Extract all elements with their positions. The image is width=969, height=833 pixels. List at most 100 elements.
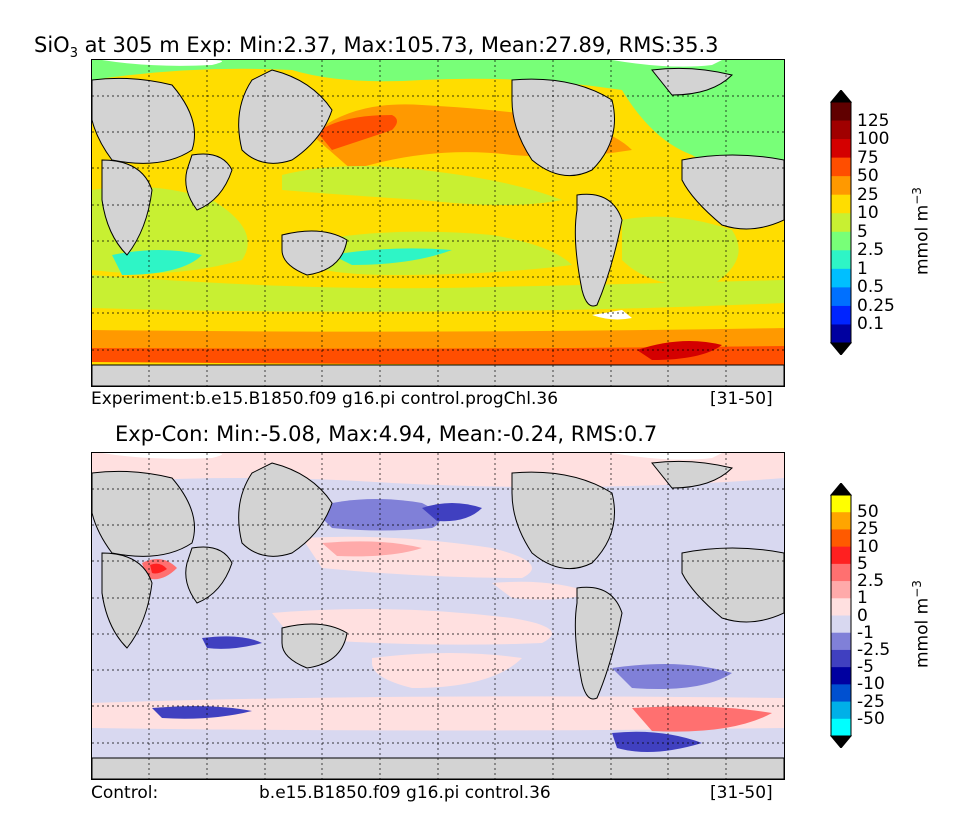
colorbar-tick-label: 0 (857, 605, 868, 626)
colorbar-segment (831, 139, 851, 159)
colorbar-bottom-extend (829, 735, 853, 748)
colorbar-tick-label: 100 (857, 129, 890, 150)
colorbar-segment (831, 213, 851, 233)
top-colorbar-segments (829, 90, 853, 355)
top-title-subscript: 3 (69, 46, 78, 62)
colorbar-segment (831, 563, 851, 582)
top-colorbar-label: mmol m−3 (910, 187, 933, 275)
colorbar-segment (831, 649, 851, 668)
npac-pink-dark (322, 541, 422, 557)
top-title: SiO3 at 305 m Exp: Min:2.37, Max:105.73,… (34, 33, 719, 61)
top-caption-left: Experiment:b.e15.B1850.f09 g16.pi contro… (91, 389, 559, 409)
south-red-patch (632, 706, 772, 732)
npac-gyre (282, 166, 562, 205)
spac-teal (332, 248, 452, 265)
colorbar-tick-label: 0.5 (857, 277, 885, 298)
colorbar-tick-label: -10 (857, 674, 885, 695)
colorbar-segment (831, 529, 851, 548)
greenland (651, 67, 733, 96)
south-blue-patch (152, 706, 252, 719)
colorbar-segment (831, 268, 851, 288)
bottom-title: Exp-Con: Min:-5.08, Max:4.94, Mean:-0.24… (115, 422, 658, 446)
colorbar-tick-label: -25 (857, 691, 885, 712)
colorbar-segment (831, 102, 851, 122)
top-graticule (92, 60, 784, 386)
colorbar-segment (831, 632, 851, 651)
bottom-caption-mid: b.e15.B1850.f09 g16.pi control.36 (259, 783, 551, 803)
colorbar-segment (831, 581, 851, 599)
colorbar-tick-label: 50 (857, 502, 879, 523)
arctic-band (92, 60, 784, 173)
epac-pink (492, 581, 592, 600)
colorbar-segment (831, 157, 851, 177)
colorbar-tick-label: 2.5 (857, 571, 885, 592)
colorbar-segment (831, 718, 851, 737)
colorbar-segment (831, 324, 851, 344)
top-map (91, 59, 785, 387)
colorbar-tick-label: 1 (857, 258, 868, 279)
colorbar-tick-label: 1 (857, 588, 868, 609)
south-darkred (637, 341, 722, 360)
top-caption-right: [31-50] (710, 389, 773, 409)
colorbar-segment (831, 231, 851, 251)
top-ice (102, 60, 722, 320)
bottom-map (91, 452, 785, 780)
eurasia-west (92, 77, 195, 164)
spac-pink (372, 653, 522, 688)
colorbar-segment (831, 512, 851, 530)
colorbar-tick-label: 10 (857, 203, 879, 224)
colorbar-top-extend (829, 483, 853, 496)
australia (281, 230, 348, 276)
south-america (574, 193, 623, 307)
bottom-colorbar (829, 483, 853, 748)
colorbar-tick-label: 10 (857, 536, 879, 557)
npac-darkblue (422, 503, 482, 522)
colorbar-segment (831, 684, 851, 703)
bottom-caption-left: Control: (91, 783, 159, 803)
eurasia-east-wrap (681, 154, 784, 230)
bottom-ice (102, 453, 722, 460)
bottom-map-svg (92, 453, 784, 779)
colorbar-tick-label: 5 (857, 221, 868, 242)
top-colorbar (829, 90, 853, 355)
indian-blue (202, 636, 262, 649)
colorbar-tick-label: -5 (857, 657, 874, 678)
arabian-core (150, 563, 167, 574)
ross-blue (612, 731, 702, 752)
colorbar-bottom-extend (829, 342, 853, 355)
colorbar-segment (831, 250, 851, 270)
colorbar-segment (831, 120, 851, 140)
bottom-caption-right: [31-50] (710, 783, 773, 803)
asia-east (238, 69, 333, 164)
bottom-colorbar-segments (829, 483, 853, 748)
colorbar-top-extend (829, 90, 853, 103)
colorbar-tick-label: 5 (857, 553, 868, 574)
colorbar-segment (831, 305, 851, 325)
colorbar-segment (831, 546, 851, 565)
bottom-colorbar-label: mmol m−3 (910, 580, 933, 668)
colorbar-tick-label: 50 (857, 166, 879, 187)
top-map-svg (92, 60, 784, 386)
colorbar-segment (831, 194, 851, 214)
colorbar-segment (831, 495, 851, 513)
colorbar-tick-label: 25 (857, 184, 879, 205)
npac-red (317, 115, 397, 150)
colorbar-tick-label: 75 (857, 147, 879, 168)
colorbar-segment (831, 287, 851, 307)
colorbar-segment (831, 701, 851, 720)
colorbar-segment (831, 598, 851, 616)
satl-green (622, 216, 739, 286)
colorbar-segment (831, 667, 851, 685)
top-title-species: SiO (34, 33, 70, 57)
colorbar-segment (831, 615, 851, 634)
colorbar-tick-label: -1 (857, 622, 874, 643)
top-title-stats: at 305 m Exp: Min:2.37, Max:105.73, Mean… (77, 33, 719, 57)
bottom-graticule (92, 453, 784, 779)
indian-teal (112, 250, 202, 275)
south-green-band (92, 275, 784, 312)
africa (101, 159, 153, 256)
colorbar-tick-label: 0.1 (857, 314, 885, 335)
colorbar-tick-label: 2.5 (857, 240, 885, 261)
colorbar-tick-label: 0.25 (857, 295, 895, 316)
colorbar-segment (831, 176, 851, 196)
